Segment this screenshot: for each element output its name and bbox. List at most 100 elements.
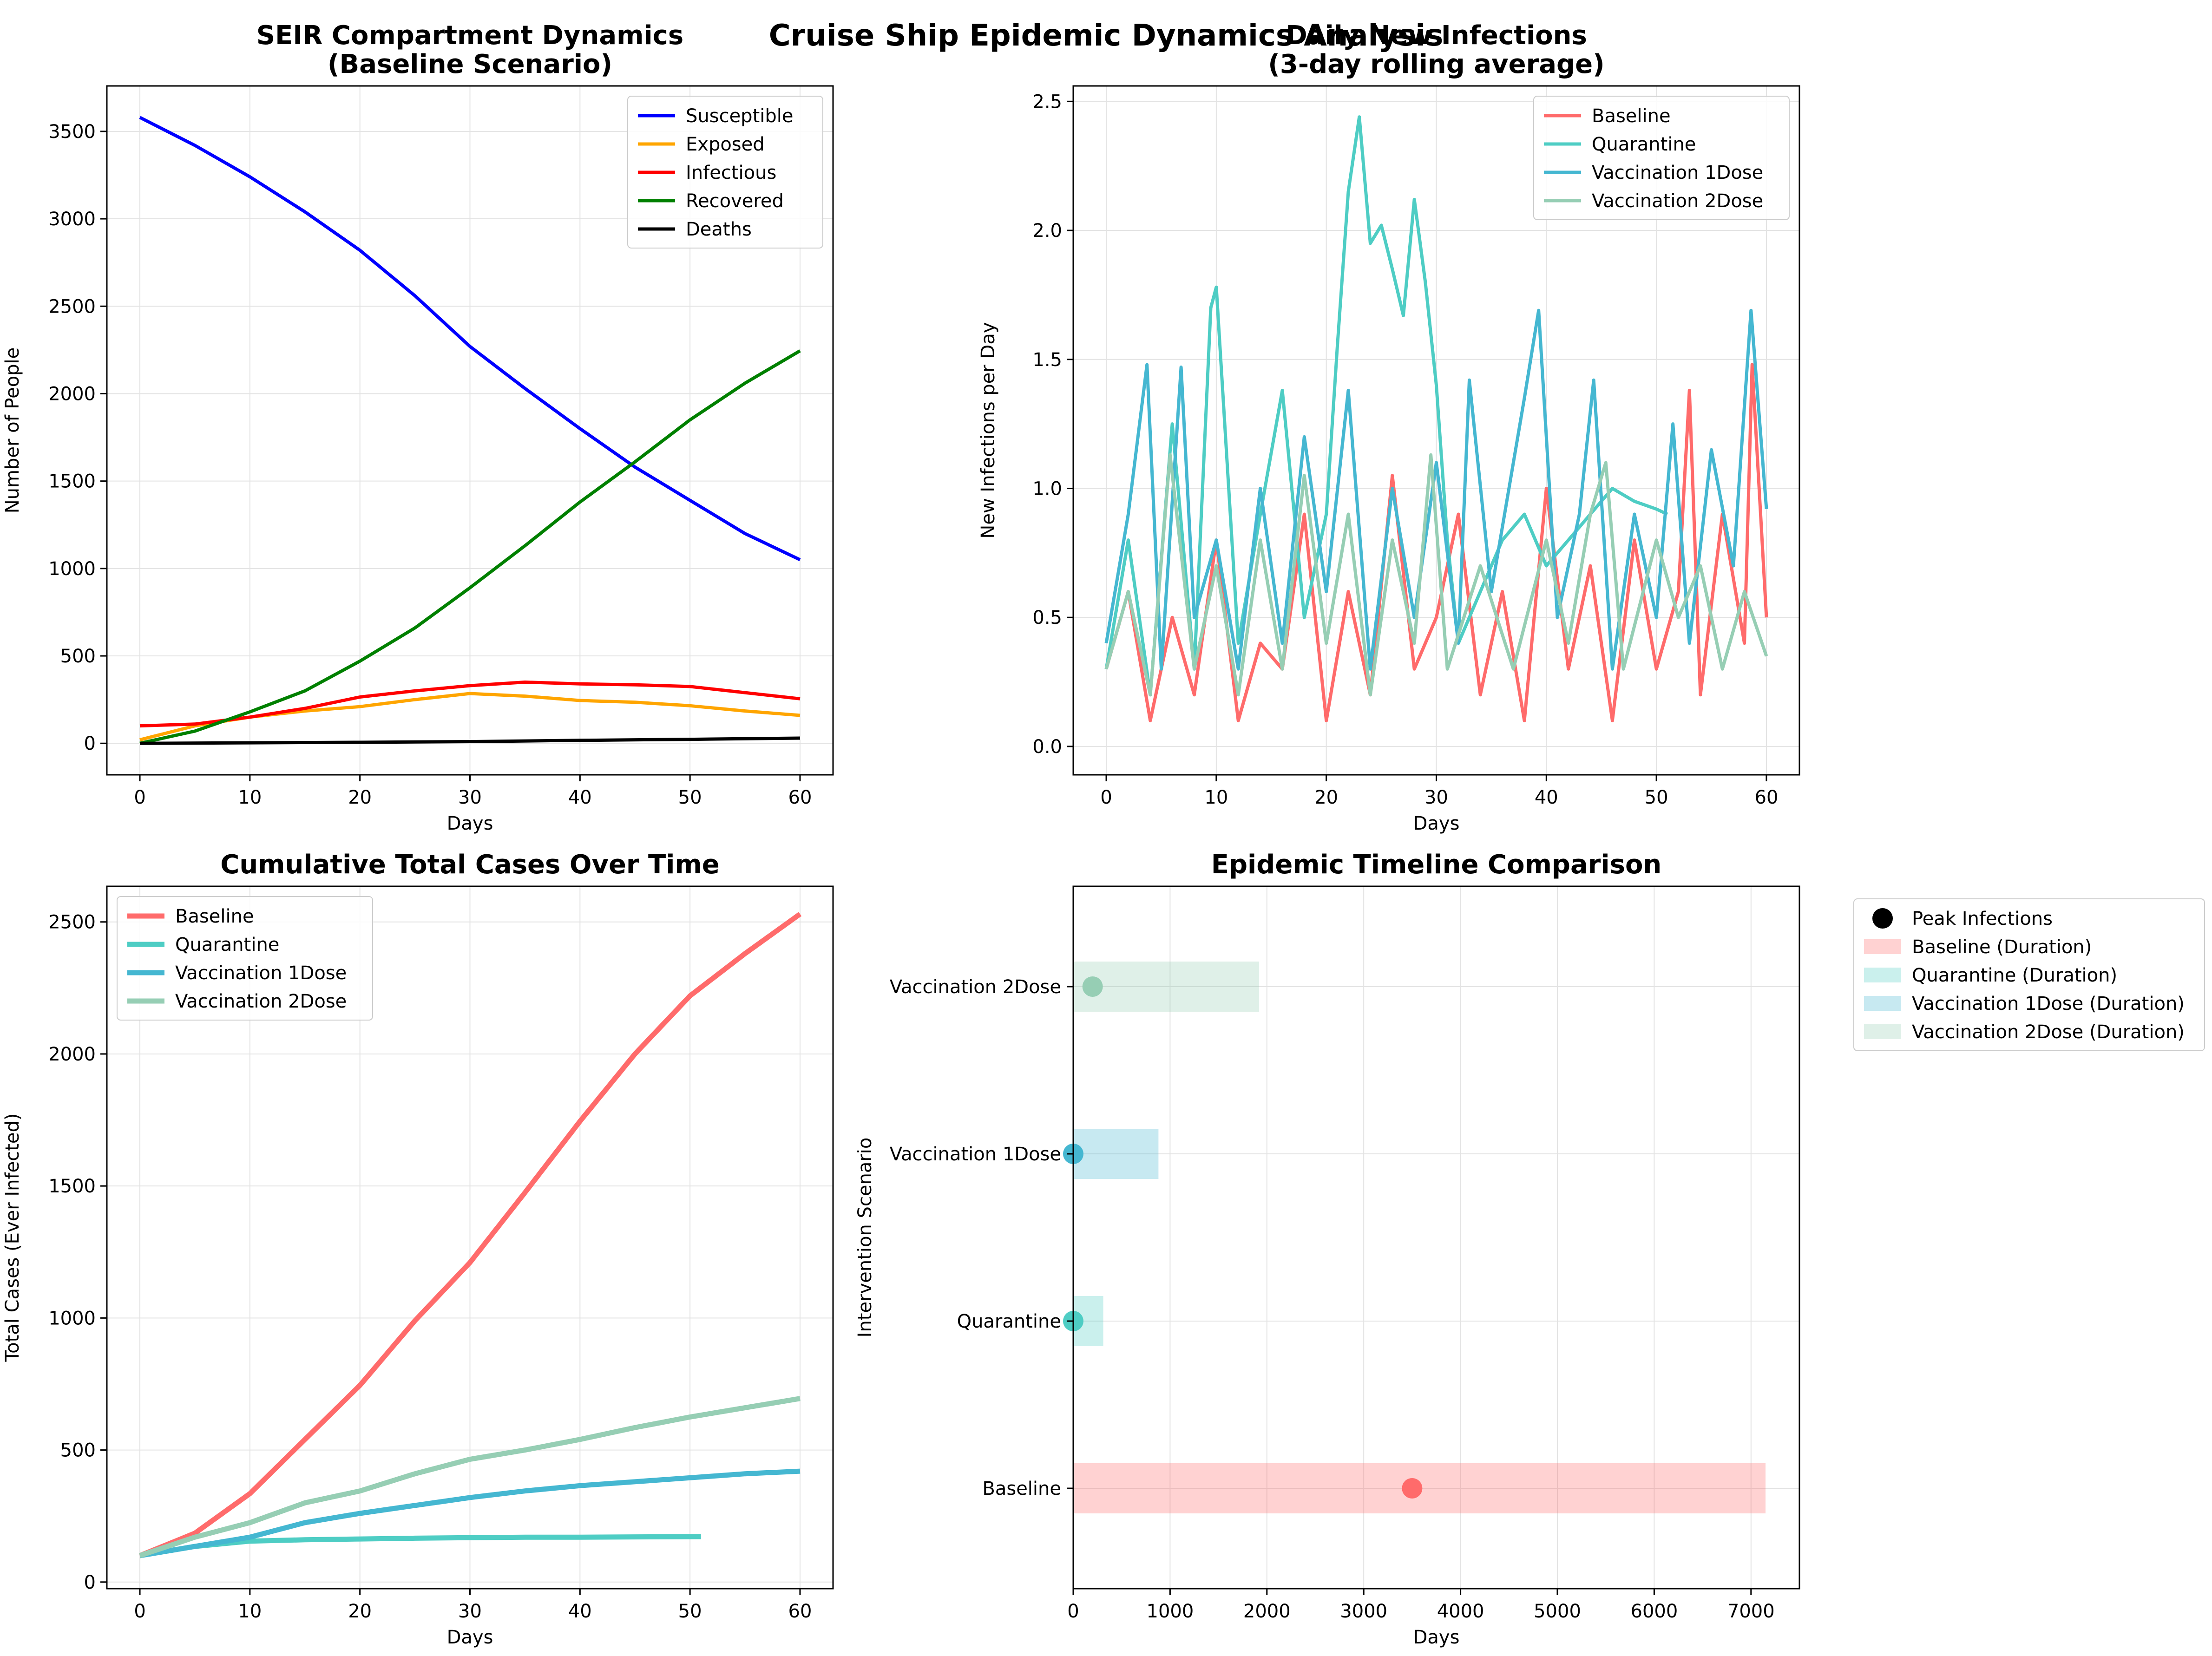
series-line-baseline xyxy=(138,912,802,1558)
axes-frame xyxy=(106,885,834,1590)
y-tick-label: 2000 xyxy=(48,1044,96,1065)
x-tick-label: 0 xyxy=(134,1601,145,1622)
y-tick-label: 3000 xyxy=(48,209,96,230)
legend-label: Exposed xyxy=(686,134,765,155)
y-tick-label: 500 xyxy=(60,646,96,667)
legend-swatch xyxy=(1864,968,1901,982)
x-tick-label: 3000 xyxy=(1340,1601,1387,1622)
x-tick-label: 0 xyxy=(1067,1601,1079,1622)
y-tick-label: 2.0 xyxy=(1032,220,1062,242)
legend-label: Recovered xyxy=(686,190,784,212)
x-tick-label: 7000 xyxy=(1727,1601,1775,1622)
legend-label: Quarantine xyxy=(1592,134,1696,155)
legend-label: Deaths xyxy=(686,219,752,240)
legend-label: Vaccination 2Dose xyxy=(175,991,347,1012)
axes-frame xyxy=(1072,85,1800,776)
y-tick-label: 1000 xyxy=(48,1308,96,1329)
series-line-vaccination-1dose xyxy=(1104,308,1768,671)
axes-4: Baseline Quarantine Vaccination 1Dose Vacci… xyxy=(854,885,2205,1648)
y-tick-label: 2500 xyxy=(48,296,96,317)
axes-frame xyxy=(106,85,834,776)
y-tick-label: 2000 xyxy=(48,383,96,405)
series-line-quarantine xyxy=(1104,115,1668,697)
y-tick-label: 2500 xyxy=(48,912,96,933)
legend-label: Quarantine (Duration) xyxy=(1912,965,2117,986)
legend: Susceptible Exposed Infectious Recovered Dea… xyxy=(627,96,823,249)
legend-box xyxy=(1533,96,1790,220)
x-tick-label: 40 xyxy=(568,1601,592,1622)
legend-label: Susceptible xyxy=(686,105,793,127)
legend-label: Baseline xyxy=(1592,105,1671,127)
legend-label: Baseline (Duration) xyxy=(1912,936,2092,958)
y-tick-label: 1500 xyxy=(48,1176,96,1197)
axes-frame xyxy=(1072,885,1800,1590)
axes-3: 0 10 20 30 40 50 60 0 500 1000 1500 2000 2500 Days Tot… xyxy=(2,885,834,1648)
y-axis-label: New Infections per Day xyxy=(978,322,999,538)
y-axis-label: Intervention Scenario xyxy=(854,1138,876,1338)
x-tick-label: 20 xyxy=(348,1601,372,1622)
x-tick-label: 5000 xyxy=(1534,1601,1581,1622)
legend-label: Vaccination 2Dose (Duration) xyxy=(1912,1021,2185,1043)
figure-title: Cruise Ship Epidemic Dynamics Analysis xyxy=(768,19,1444,53)
duration-bar xyxy=(1073,962,1260,1012)
y-tick-label: Vaccination 1Dose xyxy=(890,1144,1061,1165)
x-tick-label: 20 xyxy=(1314,787,1338,808)
series-line-vaccination-1dose xyxy=(139,1468,801,1558)
legend-swatch xyxy=(1872,908,1893,929)
legend: Baseline Quarantine Vaccination 1Dose Vacci… xyxy=(117,896,373,1021)
axes-title-line-2: (3-day rolling average) xyxy=(1268,49,1604,79)
y-tick-label: 3500 xyxy=(48,121,96,143)
peak-marker xyxy=(1082,976,1103,997)
axes-2: 0 10 20 30 40 50 60 0.0 0.5 1.0 1.5 2.0 2.5 Days New I… xyxy=(978,85,1800,834)
legend-label: Quarantine xyxy=(175,934,279,956)
y-tick-label: Baseline xyxy=(982,1478,1061,1499)
legend-label: Vaccination 2Dose xyxy=(1592,190,1763,212)
legend-label: Baseline xyxy=(175,906,254,927)
y-tick-label: 500 xyxy=(60,1440,96,1461)
y-tick-label: 0.5 xyxy=(1032,607,1062,628)
legend-box xyxy=(1853,898,2205,1051)
y-tick-label: 1000 xyxy=(48,558,96,580)
x-tick-label: 0 xyxy=(134,787,145,808)
y-axis-label: Total Cases (Ever Infected) xyxy=(2,1113,23,1362)
x-tick-label: 10 xyxy=(238,1601,262,1622)
x-axis-label: Days xyxy=(1413,813,1460,834)
y-tick-label: 0 xyxy=(84,1572,96,1593)
axes-title: Cumulative Total Cases Over Time xyxy=(220,850,720,880)
series-line-susceptible xyxy=(139,116,801,562)
x-tick-label: 4000 xyxy=(1437,1601,1484,1622)
y-tick-label: Vaccination 2Dose xyxy=(890,976,1061,998)
axes-title-line-1: Daily New Infections xyxy=(1286,20,1587,51)
axes-title-line-2: (Baseline Scenario) xyxy=(328,49,612,79)
y-tick-label: 1.5 xyxy=(1032,349,1062,371)
x-tick-label: 30 xyxy=(458,787,482,808)
axes-1: 0 10 20 30 40 50 60 0 500 1000 1500 2000 2500 3000 350… xyxy=(2,85,834,834)
x-axis-label: Days xyxy=(447,1627,493,1648)
legend-label: Vaccination 1Dose xyxy=(1592,162,1763,183)
legend-box xyxy=(117,896,373,1021)
legend-box xyxy=(627,96,823,249)
x-tick-label: 1000 xyxy=(1147,1601,1194,1622)
legend: Baseline Quarantine Vaccination 1Dose Vacci… xyxy=(1533,96,1790,220)
x-tick-label: 50 xyxy=(678,1601,702,1622)
y-tick-label: 1.0 xyxy=(1032,478,1062,499)
series-line-vaccination-2dose xyxy=(139,1396,801,1558)
legend: Peak Infections Baseline (Duration) Quaran… xyxy=(1853,898,2205,1051)
y-axis-label: Number of People xyxy=(2,347,23,514)
legend-label: Infectious xyxy=(686,162,776,183)
y-tick-label: 0 xyxy=(84,733,96,754)
x-tick-label: 60 xyxy=(788,1601,812,1622)
x-tick-label: 0 xyxy=(1100,787,1112,808)
y-tick-label: Quarantine xyxy=(957,1311,1061,1332)
axes-title-line-1: SEIR Compartment Dynamics xyxy=(256,20,683,51)
x-axis-label: Days xyxy=(1413,1627,1460,1648)
x-tick-label: 6000 xyxy=(1631,1601,1678,1622)
x-tick-label: 30 xyxy=(1424,787,1448,808)
x-axis-label: Days xyxy=(447,813,493,834)
peak-marker xyxy=(1402,1478,1423,1499)
x-tick-label: 10 xyxy=(238,787,262,808)
legend-label: Peak Infections xyxy=(1912,908,2053,929)
x-tick-label: 10 xyxy=(1204,787,1228,808)
legend-label: Vaccination 1Dose (Duration) xyxy=(1912,993,2185,1015)
duration-bar xyxy=(1073,1129,1159,1179)
